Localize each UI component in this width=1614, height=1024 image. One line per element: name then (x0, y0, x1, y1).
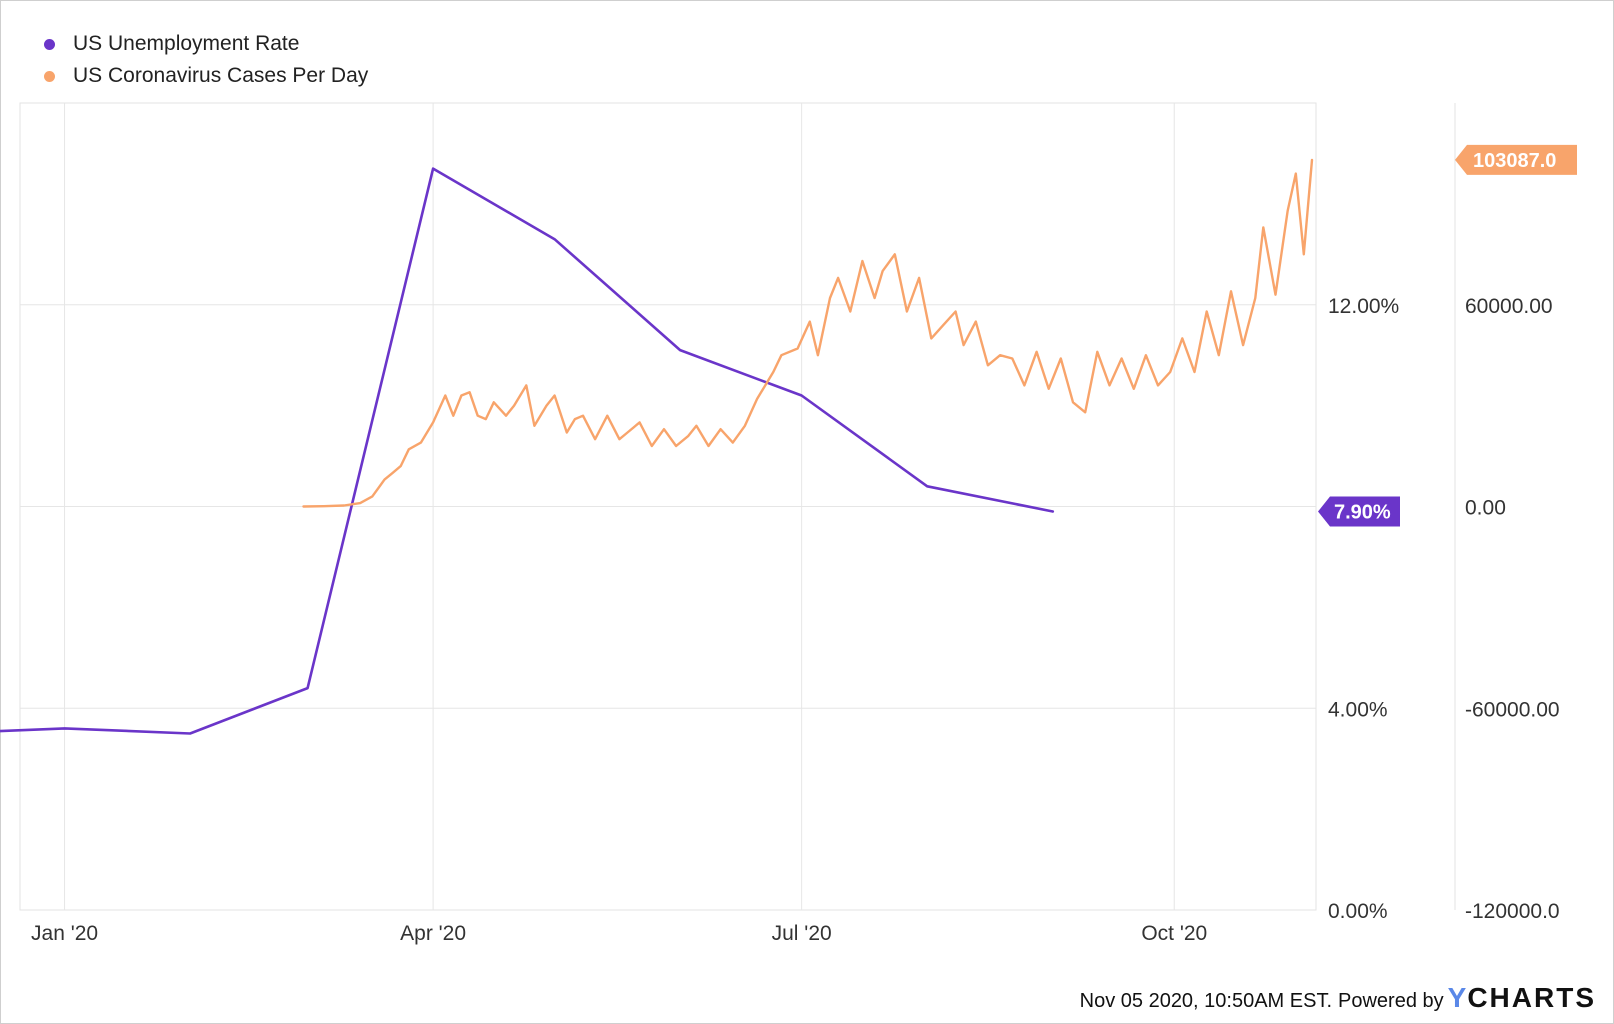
left-axis-tick-label: 4.00% (1328, 698, 1388, 721)
legend-item-coronavirus[interactable]: US Coronavirus Cases Per Day (40, 60, 368, 92)
legend-label-unemployment: US Unemployment Rate (73, 32, 300, 55)
ycharts-logo-y[interactable]: Y (1447, 982, 1468, 1013)
last-value-label-unemployment: 7.90% (1334, 502, 1391, 524)
right-axis-tick-label: -60000.00 (1465, 698, 1560, 721)
legend-label-coronavirus: US Coronavirus Cases Per Day (73, 64, 369, 87)
legend-swatch-coronavirus (44, 70, 55, 82)
last-value-label-coronavirus: 103087.0 (1473, 150, 1556, 172)
right-axis-tick-label: 60000.00 (1465, 295, 1553, 318)
right-axis-tick-label: -120000.0 (1465, 900, 1560, 923)
right-axis-tick-label: 0.00 (1465, 497, 1506, 520)
left-axis-tick-label: 0.00% (1328, 900, 1388, 923)
last-value-flag-coronavirus (1455, 144, 1577, 175)
timestamp: Nov 05 2020, 10:50AM EST. (1079, 990, 1333, 1012)
footer: Nov 05 2020, 10:50AM EST. Powered by Y CH… (1080, 982, 1596, 1014)
last-value-flag-unemployment (1318, 496, 1400, 527)
series-line-coronavirus (302, 158, 1314, 508)
ycharts-logo-text[interactable]: CHARTS (1467, 982, 1596, 1013)
x-axis-tick-label: Jan '20 (31, 922, 98, 945)
powered-by-text: Powered by (1338, 990, 1444, 1012)
legend-swatch-unemployment (44, 38, 55, 50)
left-axis-tick-label: 12.00% (1328, 295, 1399, 318)
legend-item-unemployment[interactable]: US Unemployment Rate (40, 28, 368, 60)
x-axis-tick-label: Oct '20 (1141, 922, 1207, 945)
x-axis-tick-label: Jul '20 (772, 922, 832, 945)
legend: US Unemployment Rate US Coronavirus Case… (40, 28, 368, 92)
series-line-unemployment (0, 167, 1055, 735)
x-axis-tick-label: Apr '20 (400, 922, 466, 945)
